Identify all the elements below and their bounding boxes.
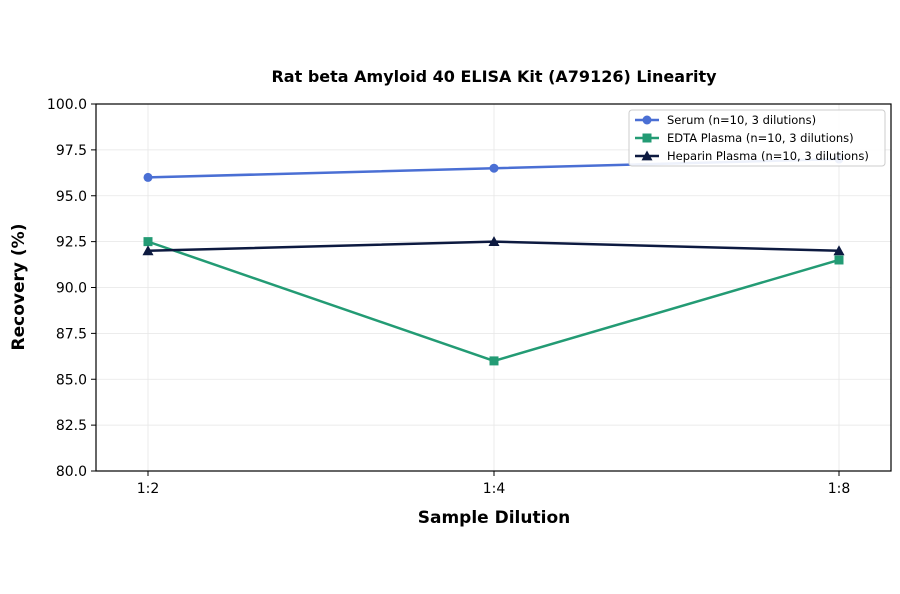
data-point xyxy=(834,255,844,265)
y-tick-label: 92.5 xyxy=(56,235,87,251)
y-tick-label: 82.5 xyxy=(56,418,87,434)
y-tick-label: 87.5 xyxy=(56,326,87,342)
x-axis-label: Sample Dilution xyxy=(418,508,570,528)
legend-label: Heparin Plasma (n=10, 3 dilutions) xyxy=(667,149,869,163)
series-line xyxy=(147,240,840,363)
legend-box xyxy=(628,109,886,167)
legend-item: Heparin Plasma (n=10, 3 dilutions) xyxy=(635,149,869,163)
ticks: 80.0 82.5 85.0 87.5 90.0 92.5 95.0 97.5 100.0 1:2… xyxy=(47,97,850,497)
y-tick-label: 90.0 xyxy=(56,281,87,297)
x-tick-label: 1:8 xyxy=(828,481,851,497)
y-tick-label: 80.0 xyxy=(56,464,87,480)
data-point xyxy=(833,245,845,256)
data-point xyxy=(489,163,499,173)
data-point xyxy=(142,245,154,256)
legend-label: EDTA Plasma (n=10, 3 dilutions) xyxy=(667,131,854,145)
plot-frame xyxy=(95,103,892,472)
y-tick-label: 100.0 xyxy=(47,97,87,113)
data-point xyxy=(143,237,153,247)
x-tick-label: 1:2 xyxy=(137,481,160,497)
legend-label: Serum (n=10, 3 dilutions) xyxy=(667,113,816,127)
legend-marker xyxy=(641,150,653,161)
y-axis-label: Recovery (%) xyxy=(9,224,29,351)
legend-item: EDTA Plasma (n=10, 3 dilutions) xyxy=(635,131,854,145)
legend-marker xyxy=(642,115,652,125)
data-point xyxy=(488,236,500,247)
legend-item: Serum (n=10, 3 dilutions) xyxy=(635,113,816,127)
legend-marker xyxy=(642,133,652,143)
legend: Serum (n=10, 3 dilutions) EDTA Plasma (n=… xyxy=(628,109,886,167)
series-3 xyxy=(142,236,845,256)
data-point xyxy=(489,356,499,366)
y-tick-label: 97.5 xyxy=(56,143,87,159)
chart-title: Rat beta Amyloid 40 ELISA Kit (A79126) L… xyxy=(271,67,717,86)
y-tick-label: 95.0 xyxy=(56,189,87,205)
data-point xyxy=(143,172,153,182)
x-tick-label: 1:4 xyxy=(483,481,506,497)
series-2 xyxy=(143,237,844,366)
y-tick-label: 85.0 xyxy=(56,372,87,388)
